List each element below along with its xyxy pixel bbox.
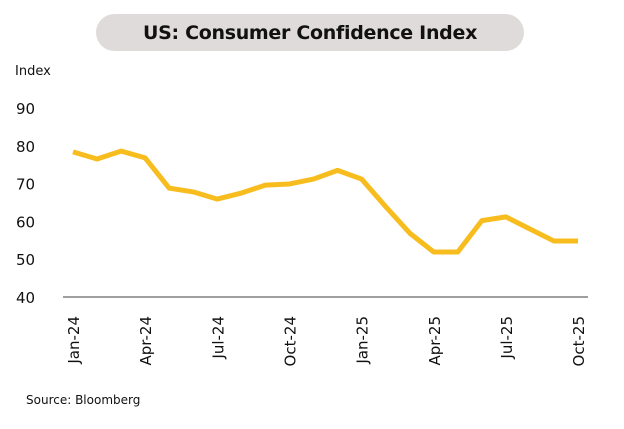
y-tick-label: 50	[16, 251, 35, 269]
x-tick-label: Apr-25	[426, 316, 444, 366]
chart-title-pill: US: Consumer Confidence Index	[96, 14, 524, 51]
x-tick-label: Jan-24	[65, 316, 83, 365]
x-tick-label: Jan-25	[354, 316, 372, 365]
x-tick-label: Apr-24	[137, 316, 155, 366]
y-axis-label: Index	[15, 64, 51, 79]
x-tick-label: Jul-25	[498, 316, 516, 360]
y-tick-label: 90	[16, 100, 35, 118]
x-tick-label: Jul-24	[209, 316, 227, 360]
chart-title: US: Consumer Confidence Index	[142, 21, 478, 44]
x-tick-label: Oct-25	[570, 316, 588, 366]
y-tick-label: 40	[16, 289, 35, 307]
y-tick-label: 80	[16, 138, 35, 156]
x-tick-label: Oct-24	[281, 316, 299, 366]
y-tick-label: 70	[16, 176, 35, 194]
series-line	[72, 148, 579, 255]
source-note: Source: Bloomberg	[26, 393, 141, 407]
y-tick-label: 60	[16, 213, 35, 231]
